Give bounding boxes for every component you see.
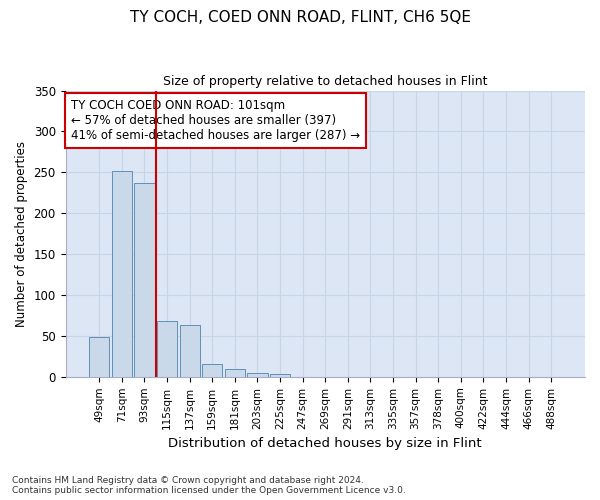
Bar: [179, 326, 200, 377]
Bar: [157, 321, 177, 377]
Title: Size of property relative to detached houses in Flint: Size of property relative to detached ho…: [163, 75, 488, 88]
Bar: [112, 170, 132, 377]
Text: TY COCH COED ONN ROAD: 101sqm
← 57% of detached houses are smaller (397)
41% of : TY COCH COED ONN ROAD: 101sqm ← 57% of d…: [71, 99, 360, 142]
Bar: [202, 364, 223, 377]
Bar: [270, 374, 290, 377]
Text: Contains HM Land Registry data © Crown copyright and database right 2024.
Contai: Contains HM Land Registry data © Crown c…: [12, 476, 406, 495]
Y-axis label: Number of detached properties: Number of detached properties: [15, 140, 28, 326]
Bar: [134, 183, 155, 377]
Text: TY COCH, COED ONN ROAD, FLINT, CH6 5QE: TY COCH, COED ONN ROAD, FLINT, CH6 5QE: [130, 10, 470, 25]
X-axis label: Distribution of detached houses by size in Flint: Distribution of detached houses by size …: [169, 437, 482, 450]
Bar: [247, 372, 268, 377]
Bar: [89, 336, 109, 377]
Bar: [225, 370, 245, 377]
